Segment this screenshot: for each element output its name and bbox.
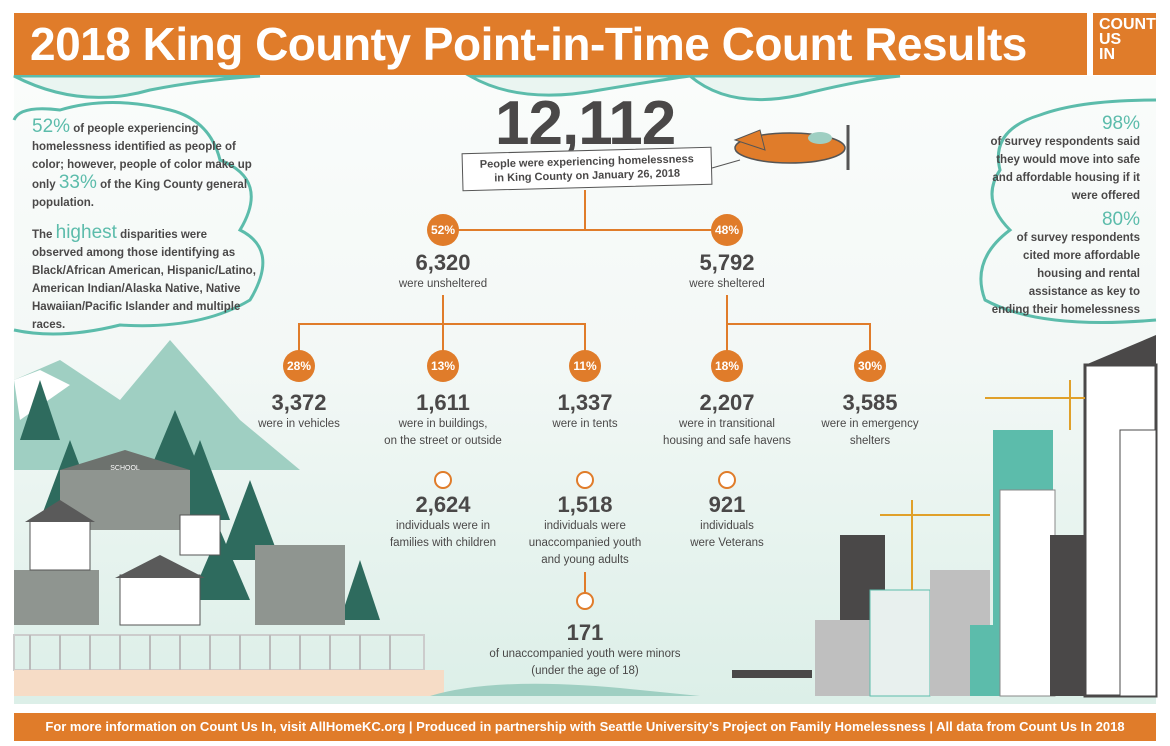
pier xyxy=(732,670,812,678)
note-text: disparities were observed among those id… xyxy=(32,229,256,331)
value: 6,320 xyxy=(415,250,471,275)
label: individuals were xyxy=(544,520,626,532)
node-veterans: 921 individuals were Veterans xyxy=(637,492,817,552)
label: were in tents xyxy=(552,418,618,430)
value: 1,518 xyxy=(557,492,613,517)
node-minors: 171 of unaccompanied youth were minors (un… xyxy=(465,620,705,680)
logo-line: IN xyxy=(1099,46,1115,63)
marker-circle xyxy=(434,471,452,489)
node-unsheltered: 6,320 were unsheltered xyxy=(353,250,533,293)
highlight-word: highest xyxy=(55,222,117,243)
city-buildings xyxy=(815,335,1158,698)
label: of unaccompanied youth were minors xyxy=(489,648,681,660)
value: 2,207 xyxy=(699,390,755,415)
node-buildings: 1,611 were in buildings, on the street or … xyxy=(353,390,533,450)
sand xyxy=(14,670,444,696)
pct-badge: 18% xyxy=(711,350,743,382)
fence xyxy=(13,634,425,671)
label: were in buildings, xyxy=(398,418,488,430)
label: were in emergency xyxy=(821,418,919,430)
node-youth: 1,518 individuals were unaccompanied youth… xyxy=(495,492,675,569)
logo-line: COUNT xyxy=(1099,16,1156,33)
connector xyxy=(584,323,586,363)
node-emergency: 3,585 were in emergency shelters xyxy=(780,390,960,450)
houses xyxy=(14,500,345,626)
right-note: 98% of survey respondents said they woul… xyxy=(990,113,1140,319)
label: were in vehicles xyxy=(258,418,340,430)
pct-badge: 30% xyxy=(854,350,886,382)
note-text: of people experiencing homelessness iden… xyxy=(32,123,252,191)
clouds xyxy=(12,74,1157,336)
label: were unsheltered xyxy=(398,278,488,290)
label: were sheltered xyxy=(689,278,765,290)
value: 1,337 xyxy=(557,390,613,415)
pct-cited-housing: 80% xyxy=(1101,209,1140,230)
label: were Veterans xyxy=(690,537,764,549)
connector xyxy=(299,323,585,325)
label: individuals were in xyxy=(396,520,490,532)
value: 5,792 xyxy=(699,250,755,275)
pct-badge: 13% xyxy=(427,350,459,382)
label: shelters xyxy=(849,435,891,447)
total-caption-ribbon: People were experiencing homelessness in… xyxy=(461,146,713,192)
note-text: of survey respondents cited more afforda… xyxy=(991,232,1140,316)
connector xyxy=(442,295,444,365)
marker-circle xyxy=(576,471,594,489)
cranes xyxy=(880,380,1085,590)
marker-circle xyxy=(718,471,736,489)
connector xyxy=(584,572,586,602)
water xyxy=(430,683,700,696)
pct-badge: 48% xyxy=(711,214,743,246)
label: families with children xyxy=(389,537,497,549)
value: 2,624 xyxy=(415,492,471,517)
fence-posts xyxy=(29,635,391,670)
label: individuals xyxy=(700,520,754,532)
node-tents: 1,337 were in tents xyxy=(495,390,675,433)
value: 3,585 xyxy=(842,390,898,415)
pct-population: 33% xyxy=(58,172,97,193)
label: unaccompanied youth xyxy=(528,537,642,549)
node-vehicles: 3,372 were in vehicles xyxy=(209,390,389,433)
label: housing and safe havens xyxy=(663,435,791,447)
total-count: 12,112 xyxy=(495,89,676,158)
connector xyxy=(869,323,871,363)
marker-circle xyxy=(576,592,594,610)
node-sheltered: 5,792 were sheltered xyxy=(637,250,817,293)
connector xyxy=(298,323,300,363)
pct-people-of-color: 52% xyxy=(32,116,71,137)
left-note: 52% of people experiencing homelessness … xyxy=(32,116,257,334)
count-us-in-logo: COUNT US IN xyxy=(1093,13,1156,75)
value: 1,611 xyxy=(416,390,470,415)
note-text: The xyxy=(32,229,56,241)
connector xyxy=(727,323,870,325)
value: 921 xyxy=(708,492,746,517)
value: 171 xyxy=(566,620,604,645)
school-sign: SCHOOL xyxy=(110,465,140,472)
pct-badge: 11% xyxy=(569,350,601,382)
pct-badge: 28% xyxy=(283,350,315,382)
node-families: 2,624 individuals were in families with ch… xyxy=(353,492,533,552)
pct-badge: 52% xyxy=(427,214,459,246)
pct-would-move: 98% xyxy=(1101,113,1140,134)
note-text: of the King County general population. xyxy=(32,179,248,209)
airplane-icon xyxy=(711,125,850,170)
label: and young adults xyxy=(541,554,629,566)
logo-line: US xyxy=(1099,31,1122,48)
footer: For more information on Count Us In, vis… xyxy=(14,713,1156,741)
school-building xyxy=(60,450,190,530)
connector xyxy=(584,190,586,230)
connector xyxy=(443,229,727,231)
connector xyxy=(726,295,728,365)
label: (under the age of 18) xyxy=(531,665,639,677)
label: were in transitional xyxy=(679,418,775,430)
node-transitional: 2,207 were in transitional housing and saf… xyxy=(637,390,817,450)
note-text: of survey respondents said they would mo… xyxy=(990,136,1140,202)
page-title: 2018 King County Point-in-Time Count Res… xyxy=(14,13,1087,75)
label: on the street or outside xyxy=(384,435,502,447)
value: 3,372 xyxy=(271,390,327,415)
